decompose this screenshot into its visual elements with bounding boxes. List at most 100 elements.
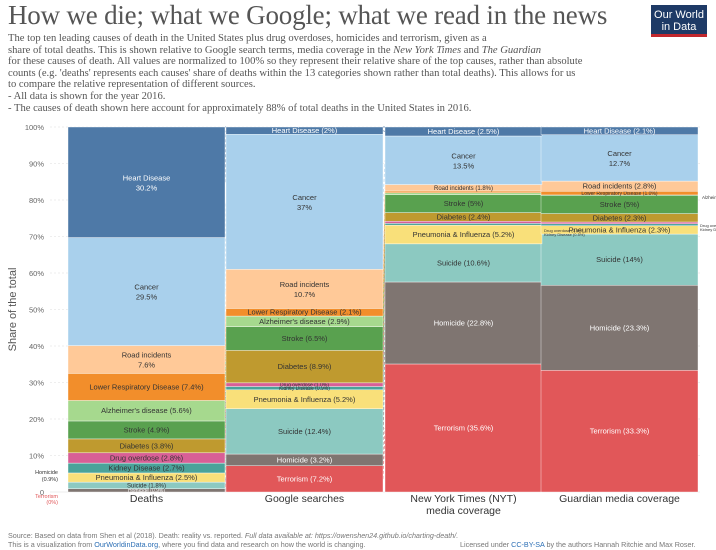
data-label: Pneumonia & Influenza (2.3%)	[569, 225, 671, 234]
logo-line-2: in Data	[661, 21, 697, 33]
data-label: Alzheimer's disease (5.6%)	[101, 406, 192, 415]
y-tick-label: 20%	[29, 415, 44, 424]
data-label: Diabetes (3.8%)	[120, 441, 174, 450]
data-label: Heart Disease (2.5%)	[428, 127, 500, 136]
bar-segment	[67, 345, 226, 374]
data-label: 13.5%	[453, 161, 475, 170]
data-label: 10.7%	[294, 290, 316, 299]
bar-segment	[384, 363, 543, 493]
bar-segment	[384, 221, 543, 224]
data-label: Drug overdose (2.8%)	[110, 453, 184, 462]
data-label: Terrorism (7.2%)	[277, 474, 333, 483]
y-tick-label: 40%	[29, 342, 44, 351]
side-note: (0%)	[46, 500, 58, 506]
chart-title: How we die; what we Google; what we read…	[8, 0, 608, 30]
data-label: Kidney Disease (0.9%)	[279, 386, 330, 392]
data-label: Lower Respiratory Disease (1.0%)	[581, 191, 657, 197]
x-category-label: New York Times (NYT)	[410, 493, 516, 505]
data-label: 37%	[297, 203, 312, 212]
data-label: Cancer	[292, 193, 317, 202]
data-label: Heart Disease	[123, 173, 171, 182]
subtitle-line: The top ten leading causes of death in t…	[8, 33, 487, 44]
data-label: Homicide (0.9%)	[128, 488, 165, 494]
data-label: Homicide (3.2%)	[277, 455, 333, 464]
side-note: Drug overdose (0.5%)	[544, 228, 584, 233]
bar-segment	[67, 237, 226, 346]
bar-segment	[384, 243, 543, 283]
y-tick-label: 80%	[29, 196, 44, 205]
data-label: Lower Respiratory Disease (2.1%)	[247, 308, 362, 317]
side-note: Drug overdose (0.5%)	[700, 223, 716, 228]
data-label: Stroke (6.5%)	[282, 334, 328, 343]
side-note: Kidney Disease (0.5%)	[700, 227, 716, 232]
y-tick-label: 60%	[29, 269, 44, 278]
side-note: Kidney Disease (0.5%)	[544, 232, 585, 237]
logo-accent-bar	[651, 34, 707, 37]
x-category-label: Google searches	[265, 493, 344, 505]
data-label: Suicide (10.6%)	[437, 258, 490, 267]
subtitle-line: to compare the relative representation o…	[8, 79, 256, 91]
data-label: Cancer	[607, 149, 632, 158]
data-label: Pneumonia & Influenza (2.5%)	[96, 473, 198, 482]
data-label: Suicide (12.4%)	[278, 427, 331, 436]
data-label: Stroke (4.9%)	[124, 425, 170, 434]
data-label: 30.2%	[136, 183, 158, 192]
bar-segment	[67, 373, 226, 401]
data-label: 12.7%	[609, 159, 631, 168]
chart-subtitle: The top ten leading causes of death in t…	[8, 33, 648, 114]
data-label: Kidney Disease (2.7%)	[108, 464, 185, 473]
y-tick-label: 50%	[29, 306, 44, 315]
data-label: Road incidents (2.8%)	[583, 182, 657, 191]
bar-segment	[225, 408, 384, 455]
connector-line	[382, 427, 386, 479]
data-label: Homicide (22.8%)	[434, 318, 494, 327]
bar-segment	[540, 285, 699, 371]
bar-segment	[225, 134, 384, 270]
side-note: Homicide	[35, 470, 58, 476]
bar-segment	[225, 465, 384, 493]
data-label: Homicide (23.3%)	[590, 323, 650, 332]
x-category-label: Guardian media coverage	[559, 493, 680, 505]
subtitle-line: - All data is shown for the year 2016.	[8, 90, 166, 102]
logo-line-1: Our World	[654, 9, 704, 21]
data-label: Road incidents	[280, 280, 330, 289]
bar-segment	[225, 126, 384, 135]
bar-segment	[540, 233, 699, 286]
bar-segment	[67, 126, 226, 238]
owid-link[interactable]: OurWorldinData.org	[94, 540, 159, 549]
connector-line	[382, 322, 386, 460]
y-tick-label: 10%	[29, 452, 44, 461]
data-label: Diabetes (2.4%)	[437, 212, 491, 221]
data-label: Diabetes (2.3%)	[593, 213, 647, 222]
bar-segment	[540, 134, 699, 182]
subtitle-line: - The causes of death shown here account…	[8, 102, 472, 114]
stacked-bar-chart: 0 10% 20% 30% 40% 50% 60% 70% 80% 90% 100% Share of…	[7, 123, 716, 517]
bar-segment	[540, 126, 699, 135]
subtitle-line: for these causes of death. All values ar…	[8, 56, 583, 68]
bar-segment	[540, 370, 699, 493]
bar-segment	[225, 269, 384, 309]
side-note: Terrorism	[35, 494, 58, 500]
data-label: Stroke (5%)	[444, 199, 484, 208]
license-note: Licensed under CC-BY-SA by the authors H…	[460, 540, 696, 549]
x-category-label: Deaths	[130, 493, 163, 505]
data-label: Diabetes (8.9%)	[278, 362, 332, 371]
y-tick-label: 100%	[25, 123, 45, 132]
y-axis-label: Share of the total	[7, 268, 19, 352]
chart-footer: Source: Based on data from Shen et al (2…	[8, 531, 458, 549]
data-label: Lower Respiratory Disease (7.4%)	[89, 382, 204, 391]
data-label: Terrorism (35.6%)	[434, 423, 494, 432]
subtitle-line: share of total deaths. This is shown rel…	[8, 44, 542, 56]
y-tick-label: 30%	[29, 379, 44, 388]
license-link[interactable]: CC-BY-SA	[511, 540, 545, 549]
data-label: Drug overdose (1.0%)	[280, 382, 329, 388]
y-tick-label: 70%	[29, 233, 44, 242]
data-label: 29.5%	[136, 293, 158, 302]
bar-segment	[540, 223, 699, 226]
data-label: Road incidents (1.8%)	[434, 186, 493, 192]
owid-logo[interactable]: Our World in Data	[651, 5, 707, 37]
source-note: Source: Based on data from Shen et al (2…	[8, 531, 459, 540]
bar-segment	[384, 281, 543, 365]
data-label: 7.6%	[138, 360, 155, 369]
bar-segment	[384, 223, 543, 226]
